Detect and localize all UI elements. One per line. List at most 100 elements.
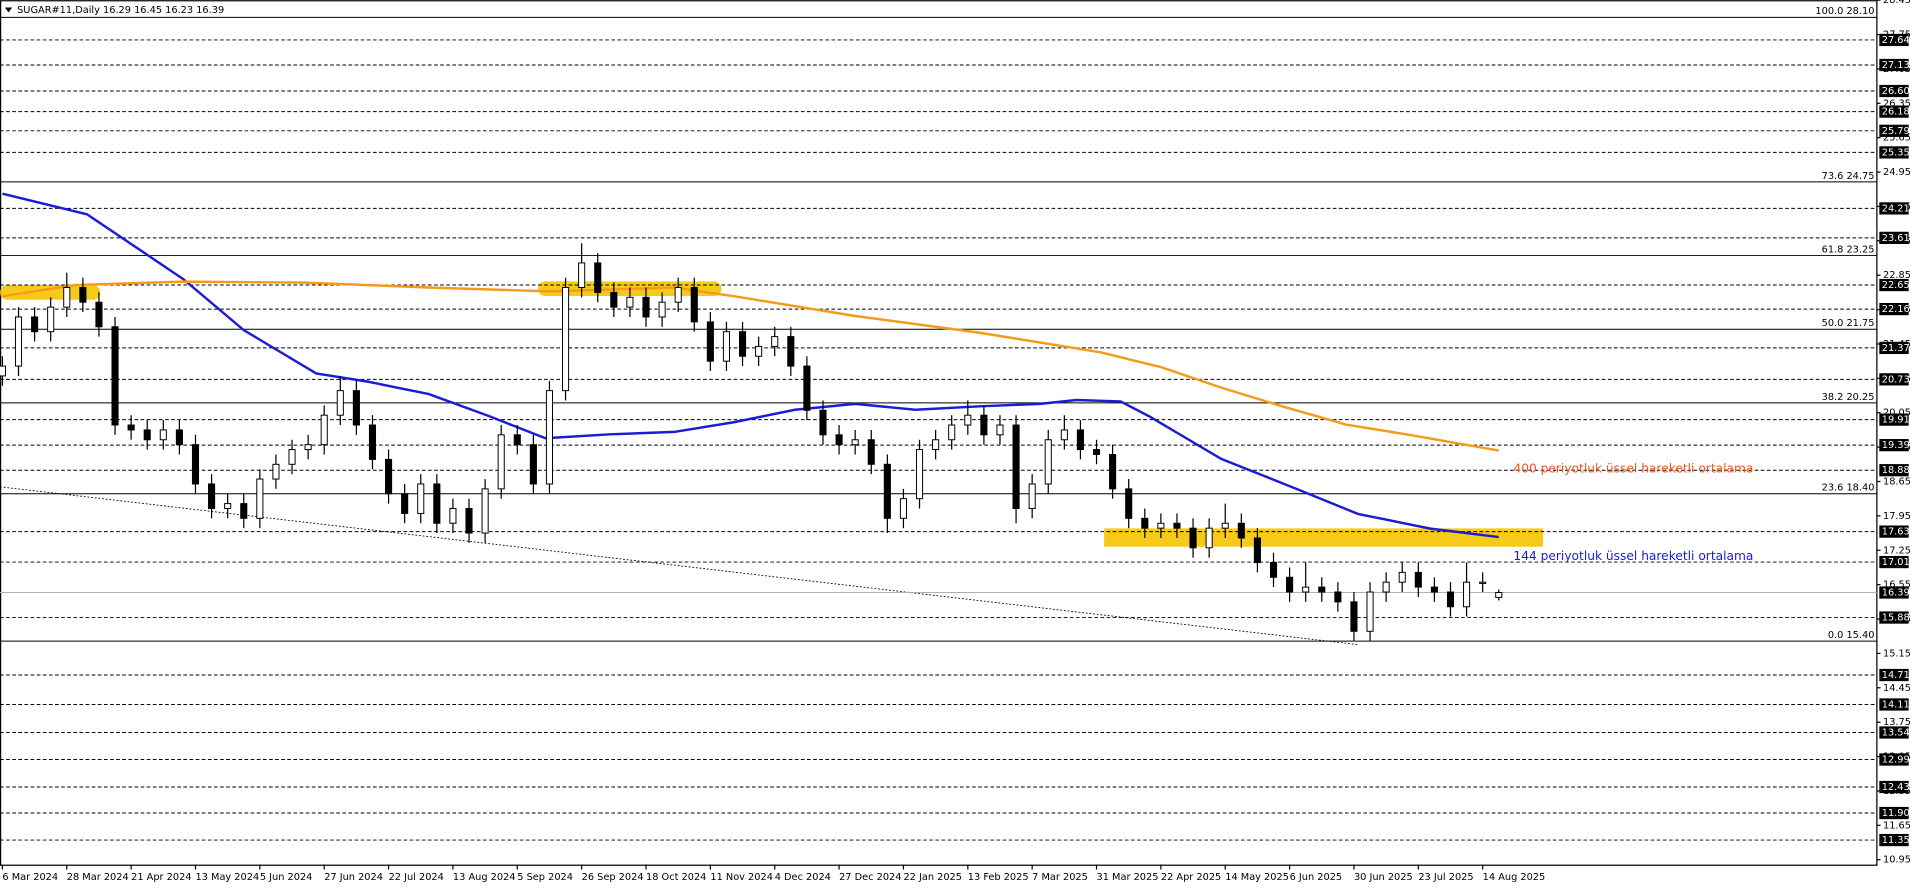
moving-average — [2, 192, 1499, 539]
candle-body — [674, 286, 682, 303]
candle-body — [1044, 439, 1052, 485]
level-label-box — [1879, 833, 1909, 847]
candle-body — [175, 429, 183, 446]
candle-body — [481, 488, 489, 534]
candle-body — [1060, 429, 1068, 441]
level-label-box — [1879, 84, 1909, 98]
candle-body — [224, 503, 232, 510]
moving-average — [2, 280, 1500, 452]
candle-body — [256, 478, 264, 519]
level-label: 22.16 — [1882, 304, 1910, 315]
y-tick-label: 24.95 — [1883, 167, 1911, 178]
y-tick-label: 22.85 — [1883, 270, 1911, 281]
candle-body — [288, 449, 296, 465]
level-label: 11.90 — [1882, 808, 1910, 819]
level-label: 12.99 — [1882, 755, 1910, 766]
level-label: 11.35 — [1882, 835, 1910, 846]
candle-body — [1141, 517, 1149, 529]
level-label-box — [1879, 58, 1909, 72]
candle-body — [1092, 449, 1101, 455]
candle-body — [851, 439, 859, 446]
candle-body — [562, 286, 570, 392]
candle-body — [610, 291, 618, 308]
level-label-box — [1879, 202, 1909, 215]
highlight-zone — [1104, 528, 1544, 547]
level-label-box — [1879, 302, 1909, 316]
candle-body — [690, 286, 698, 323]
candle-body — [1334, 591, 1342, 603]
plot-frame — [0, 0, 1878, 866]
candle-body — [1157, 522, 1165, 529]
y-tick-label: 10.95 — [1883, 855, 1911, 866]
menu-triangle — [4, 7, 13, 13]
x-tick-label: 6 Jun 2025 — [1290, 872, 1343, 883]
price-label-box — [1879, 586, 1909, 599]
level-label-box — [1879, 124, 1909, 137]
candle-body — [1237, 522, 1245, 539]
level-label-box — [1879, 439, 1909, 452]
candle-body — [899, 498, 907, 519]
level-label-box — [1879, 33, 1909, 47]
level-label-box — [1879, 373, 1909, 386]
level-label-box — [1879, 780, 1909, 794]
candle-body — [803, 365, 811, 411]
trend-line — [0, 486, 1358, 645]
candle-body — [401, 493, 409, 514]
candle-body — [127, 424, 135, 431]
candle-body — [240, 503, 248, 519]
level-label: 18.88 — [1882, 465, 1910, 476]
x-tick-label: 23 Jul 2025 — [1418, 872, 1473, 883]
y-tick-label: 25.65 — [1883, 133, 1911, 144]
x-tick-label: 27 Dec 2024 — [839, 872, 901, 883]
y-tick-label: 17.95 — [1883, 511, 1911, 522]
candle-body — [1382, 581, 1390, 593]
level-label: 14.11 — [1882, 699, 1910, 710]
candle-body — [1302, 586, 1310, 593]
level-label: 23.61 — [1882, 233, 1910, 244]
candle-body — [964, 414, 972, 426]
x-tick-label: 31 Mar 2025 — [1097, 872, 1159, 883]
candle-body — [980, 414, 988, 436]
candle-body — [1189, 527, 1197, 549]
candle-body — [626, 296, 634, 308]
fib-label: 61.8 23.25 — [1822, 244, 1875, 255]
x-tick-label: 22 Apr 2025 — [1161, 872, 1221, 883]
candle-body — [948, 424, 956, 441]
x-tick-label: 7 Mar 2025 — [1032, 872, 1088, 883]
level-label: 17.63 — [1882, 527, 1910, 538]
level-label: 26.18 — [1882, 107, 1910, 118]
level-label-box — [1879, 105, 1909, 118]
x-tick-label: 13 Feb 2025 — [968, 872, 1029, 883]
candle-body — [1463, 581, 1471, 608]
level-label-box — [1879, 698, 1909, 711]
candle-body — [95, 301, 103, 328]
level-label-box — [1879, 668, 1909, 682]
x-tick-label: 13 May 2024 — [195, 872, 259, 883]
candle-body — [1479, 581, 1487, 584]
y-tick-label: 11.65 — [1883, 820, 1911, 831]
y-tick-label: 26.35 — [1883, 98, 1911, 109]
x-tick-label: 14 Aug 2025 — [1483, 872, 1546, 883]
candle-body — [594, 262, 602, 293]
candle-body — [14, 316, 23, 367]
candle-body — [1076, 429, 1084, 451]
candle-body — [79, 286, 87, 303]
candle-body — [433, 483, 441, 524]
candle-body — [159, 429, 167, 441]
candle-body — [272, 463, 280, 480]
candle-body — [304, 444, 312, 451]
level-label: 20.73 — [1882, 374, 1910, 385]
level-label-box — [1879, 464, 1909, 477]
x-tick-label: 11 Nov 2024 — [710, 872, 773, 883]
x-tick-label: 28 Mar 2024 — [67, 872, 129, 883]
candle-body — [143, 429, 151, 441]
candle-body — [352, 390, 360, 426]
candle-body — [529, 444, 537, 485]
candle-body — [1430, 586, 1438, 593]
candle-body — [1495, 592, 1503, 598]
y-tick-label: 18.65 — [1883, 477, 1911, 488]
level-label: 22.65 — [1882, 280, 1910, 291]
candle-body — [706, 321, 714, 362]
candle-body — [915, 449, 924, 500]
